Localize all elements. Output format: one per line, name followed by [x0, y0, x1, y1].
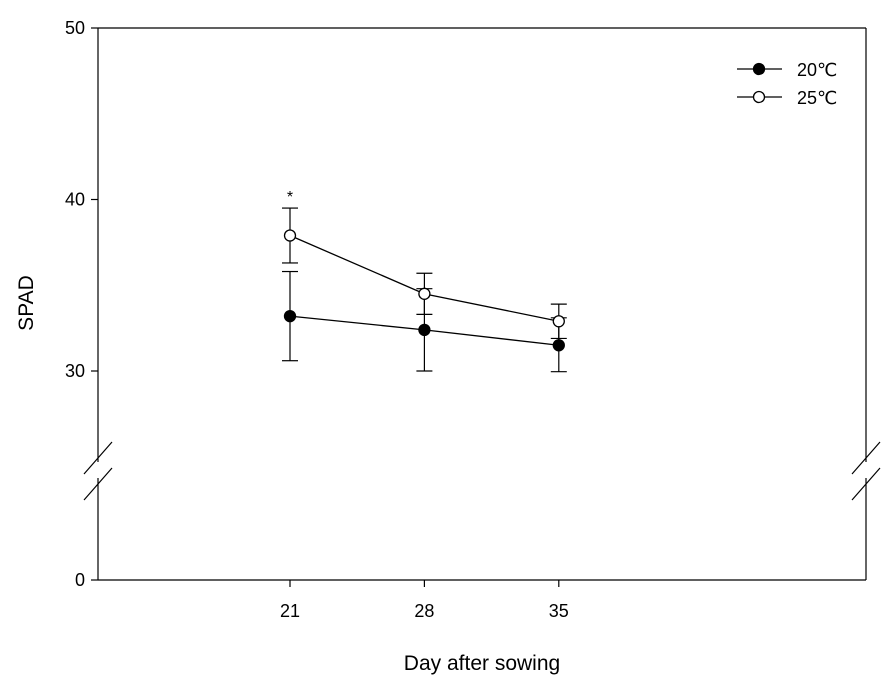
- x-tick-label: 28: [414, 601, 434, 621]
- series-layer: *: [282, 189, 567, 373]
- data-point: [552, 339, 565, 352]
- data-point: [552, 315, 565, 328]
- legend-item: 20℃: [737, 60, 837, 80]
- x-tick-label: 35: [549, 601, 569, 621]
- legend-label: 25℃: [797, 88, 837, 108]
- legend: 20℃25℃: [737, 60, 837, 108]
- data-point: [283, 309, 297, 323]
- axis-ticks: 0 30 40 50 21 28 35: [65, 18, 569, 621]
- legend-marker: [752, 90, 766, 104]
- right-axis-break-mark: [851, 441, 881, 475]
- x-axis-title: Day after sowing: [404, 652, 560, 675]
- y-tick-label: 50: [65, 18, 85, 38]
- legend-label: 20℃: [797, 60, 837, 80]
- y-tick-label: 40: [65, 190, 85, 210]
- plot-frame: [83, 27, 881, 581]
- y-tick-label: 0: [75, 570, 85, 590]
- right-axis-break-mark: [851, 467, 881, 501]
- data-point: [283, 229, 297, 242]
- data-point: [418, 287, 431, 300]
- x-tick-label: 21: [280, 601, 300, 621]
- left-axis-break-mark: [83, 441, 113, 475]
- left-axis-break-mark: [83, 467, 113, 501]
- data-point: [418, 323, 431, 336]
- legend-marker: [752, 62, 766, 76]
- y-tick-label: 30: [65, 361, 85, 381]
- significance-marker: *: [287, 189, 293, 206]
- legend-item: 25℃: [737, 88, 837, 108]
- y-axis-title: SPAD: [15, 275, 38, 331]
